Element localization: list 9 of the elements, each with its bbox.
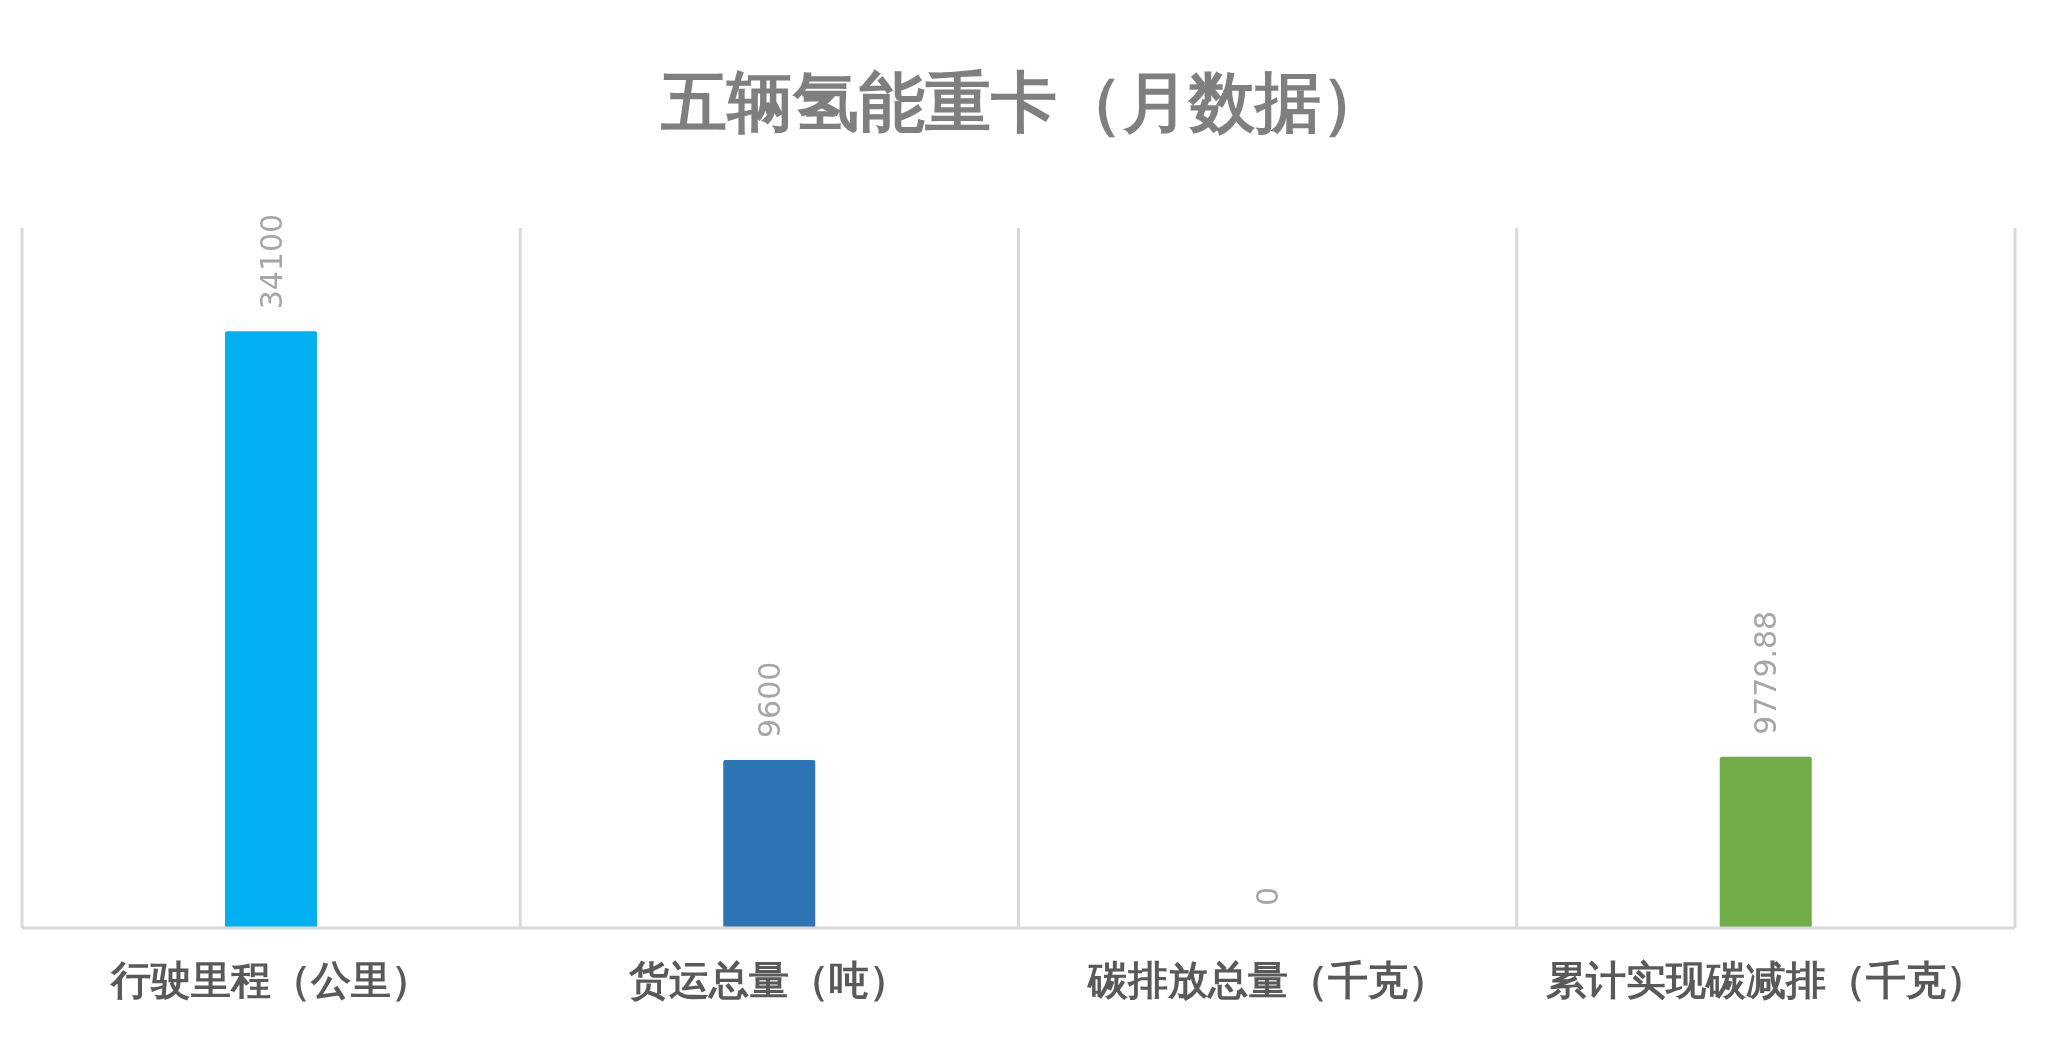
data-label: 34100 <box>253 213 289 310</box>
data-label: 0 <box>1250 886 1285 906</box>
data-label: 9600 <box>751 661 787 738</box>
chart-title: 五辆氢能重卡（月数据） <box>660 63 1388 143</box>
data-label: 9779.88 <box>1748 610 1784 735</box>
x-tick-label: 行驶里程（公里） <box>109 957 432 1004</box>
x-tick-label: 货运总量（吨） <box>628 957 910 1004</box>
x-tick-label: 碳排放总量（千克） <box>1085 957 1448 1004</box>
x-tick-label: 累计实现碳减排（千克） <box>1545 957 1986 1004</box>
